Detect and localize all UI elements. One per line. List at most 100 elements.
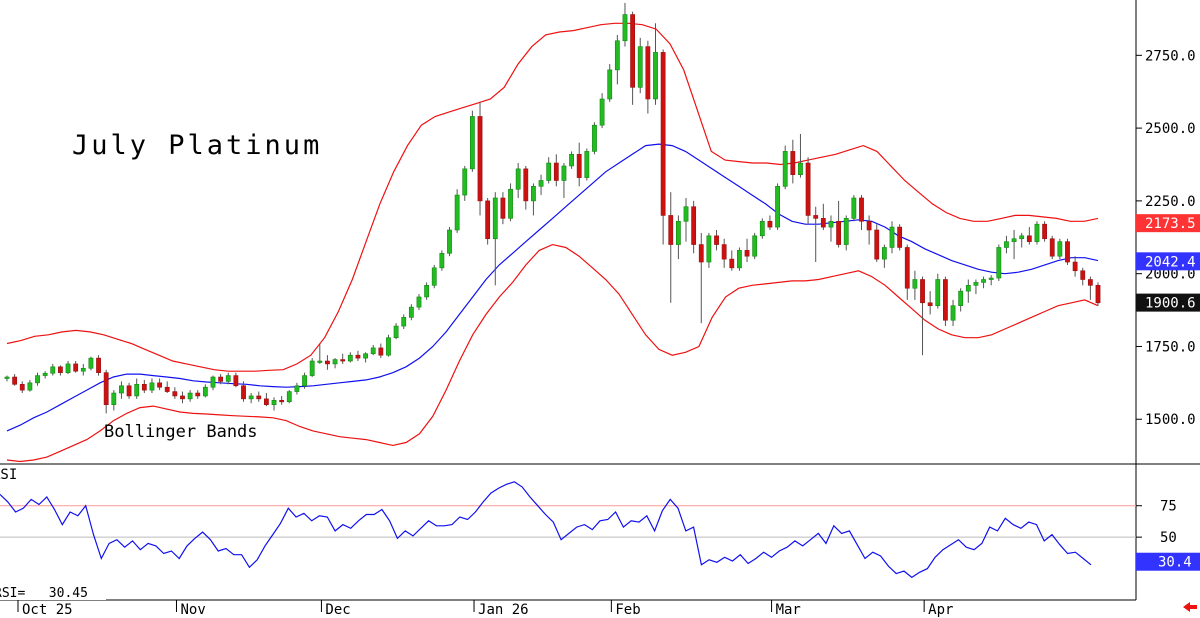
price-badge: 1900.6	[1136, 293, 1200, 312]
candle-body-up	[416, 296, 422, 308]
candle-body-up	[225, 375, 231, 382]
rsi-badge: 30.4	[1136, 552, 1200, 571]
candle	[538, 174, 544, 196]
chart-title: July Platinum	[72, 130, 322, 161]
candle-body-down	[1087, 279, 1093, 286]
candle	[1034, 221, 1040, 245]
candle	[469, 110, 475, 172]
candle	[973, 279, 979, 295]
candle	[904, 244, 910, 300]
candle	[35, 372, 40, 386]
candle-body-up	[515, 168, 521, 190]
candle	[119, 381, 124, 399]
chart-frame	[0, 0, 1200, 601]
candle-body-up	[851, 197, 857, 219]
candle-body-up	[996, 247, 1002, 279]
candle	[828, 215, 834, 242]
candle	[42, 371, 48, 379]
candle	[965, 279, 971, 303]
candle-body-down	[813, 215, 819, 219]
candle	[80, 363, 86, 376]
candle	[73, 361, 79, 373]
candle	[912, 270, 918, 300]
candle-body-up	[462, 168, 468, 196]
candle	[4, 375, 10, 382]
candle	[508, 183, 513, 222]
candle	[325, 355, 330, 370]
candle	[416, 294, 422, 311]
candle-body-down	[897, 226, 903, 248]
candle-body-up	[622, 14, 628, 42]
candle-body-up	[210, 376, 216, 388]
candle	[12, 374, 18, 386]
candle	[241, 381, 246, 402]
candle-body-up	[584, 151, 590, 178]
candle-body-down	[744, 250, 750, 257]
candle	[340, 353, 346, 364]
candle	[813, 206, 819, 263]
candle-body-up	[561, 165, 567, 181]
candle-body-up	[202, 386, 208, 397]
candle	[164, 381, 170, 394]
candle-body-up	[111, 392, 117, 405]
rsi-series	[0, 481, 1092, 579]
candle-body-up	[386, 337, 391, 356]
candle	[927, 291, 933, 315]
candle-body-down	[279, 400, 285, 403]
candle	[790, 139, 796, 184]
candle	[607, 64, 613, 102]
candle	[157, 378, 162, 391]
candle-body-up	[80, 367, 86, 372]
candle	[767, 215, 773, 230]
candle	[378, 343, 384, 359]
candle-body-down	[1095, 285, 1101, 304]
candle	[256, 391, 262, 402]
candle-body-down	[241, 385, 246, 400]
candle	[454, 189, 460, 233]
candle	[233, 372, 239, 388]
candle	[1049, 235, 1055, 260]
rsi-tick-label: 75	[1160, 499, 1177, 515]
scroll-arrow-icon[interactable]	[1183, 602, 1197, 612]
candle	[88, 356, 94, 371]
candle	[286, 390, 292, 404]
price-badge-label: 1900.6	[1145, 296, 1196, 312]
month-label: Nov	[180, 602, 205, 618]
candle	[1072, 256, 1078, 277]
candle	[187, 390, 193, 402]
candle	[1095, 282, 1101, 306]
candle-body-up	[950, 305, 956, 321]
candle	[714, 230, 719, 251]
candle-body-up	[569, 154, 574, 167]
month-label: Oct 25	[22, 602, 73, 618]
candle	[447, 227, 452, 257]
price-tick-label: 2500.0	[1145, 121, 1196, 137]
price-tick-label: 2000.0	[1145, 267, 1196, 283]
candle-body-up	[469, 116, 475, 170]
candle-body-down	[157, 382, 162, 388]
candle	[500, 192, 506, 225]
candle-body-down	[927, 302, 933, 306]
candle	[1057, 238, 1063, 260]
candle	[264, 393, 269, 407]
candle	[317, 343, 323, 364]
bollinger-upper-band	[6, 22, 1099, 372]
candle	[782, 145, 788, 190]
candle-body-up	[1011, 238, 1017, 242]
candle-body-down	[1065, 241, 1070, 263]
candle-body-up	[447, 229, 452, 254]
candle	[1004, 235, 1009, 254]
candle-body-down	[668, 215, 674, 245]
candle-body-down	[805, 162, 811, 216]
candle-body-up	[775, 186, 780, 228]
candle	[149, 378, 155, 394]
price-badges: 2173.5 2042.4 1900.6 30.4	[1136, 214, 1200, 571]
candle-body-up	[401, 317, 407, 327]
candle-body-down	[721, 244, 727, 260]
candle-body-down	[859, 197, 864, 222]
candle-body-down	[180, 395, 185, 400]
candle	[721, 238, 727, 268]
candle-body-up	[614, 40, 620, 71]
candle-body-down	[660, 52, 666, 216]
candle-body-up	[881, 247, 887, 260]
